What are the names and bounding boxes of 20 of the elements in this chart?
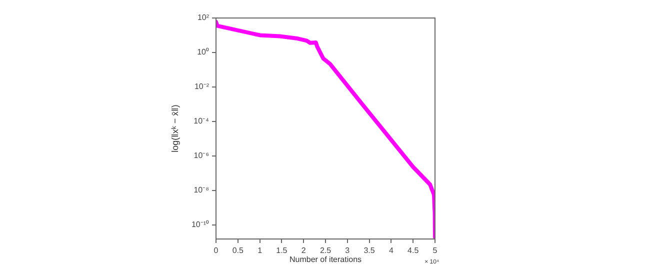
y-axis-title: log(‖xᵏ − x̄‖)	[170, 104, 180, 152]
y-tick-label: 10⁰	[197, 48, 209, 57]
y-tick-label: 10⁻²	[194, 82, 210, 92]
x-tick-label: 2.5	[320, 246, 332, 256]
y-tick-label: 10⁻¹⁰	[191, 220, 209, 230]
x-tick-label: 1	[258, 246, 263, 256]
x-tick-label: 3.5	[364, 246, 376, 256]
x-axis-title: Number of iterations	[289, 255, 362, 264]
y-tick-label: 10⁻⁸	[194, 186, 209, 195]
x-tick-label: 4.5	[408, 246, 420, 256]
y-tick-label: 10⁻⁴	[194, 116, 210, 126]
x-tick-label: 0.5	[232, 246, 244, 256]
y-tick-label: 10²	[197, 13, 210, 22]
y-tick-label: 10⁻⁶	[194, 151, 209, 160]
x-tick-label: 1.5	[276, 246, 288, 256]
x-tick-label: 5	[432, 246, 438, 256]
x-tick-label: 0	[214, 246, 219, 256]
x-tick-label: 4	[388, 246, 394, 256]
x-tick-label: 2	[301, 246, 306, 256]
x-tick-label: 3	[345, 246, 350, 256]
